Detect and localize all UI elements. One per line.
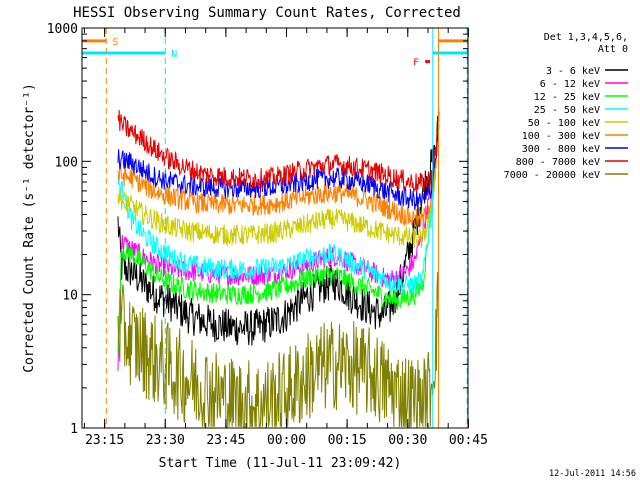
series-line-25-50kev (117, 118, 440, 295)
legend: Det 1,3,4,5,6,Att 0 3 - 6 keV 6 - 12 keV 12… (504, 32, 628, 181)
annotation-label-f: F (413, 58, 419, 69)
series-line-100-300kev (117, 107, 440, 228)
x-tick-label: 23:45 (206, 433, 245, 448)
y-tick-label: 1 (70, 422, 78, 437)
y-tick-label: 10 (62, 289, 78, 304)
series-line-12-25kev (117, 114, 440, 354)
x-tick-label: 00:45 (449, 433, 488, 448)
legend-label-3-6kev: 3 - 6 keV (546, 66, 600, 77)
x-tick-label: 00:30 (388, 433, 427, 448)
legend-label-6-12kev: 6 - 12 keV (540, 79, 600, 90)
legend-label-12-25kev: 12 - 25 keV (534, 92, 600, 103)
legend-title-line: Det 1,3,4,5,6, (544, 32, 628, 43)
x-tick-label: 23:30 (146, 433, 185, 448)
x-tick-label: 00:00 (267, 433, 306, 448)
plot-area: S N F 1 10 100 1000 23:15 23:30 23:45 00:00 00:15 0… (47, 22, 488, 448)
chart-title: HESSI Observing Summary Count Rates, Cor… (73, 5, 461, 21)
legend-title-line: Att 0 (598, 44, 628, 55)
y-tick-label: 100 (55, 155, 78, 170)
legend-label-7000-20000kev: 7000 - 20000 keV (504, 170, 600, 181)
legend-label-50-100kev: 50 - 100 keV (528, 118, 600, 129)
series-line-800-7000kev (117, 110, 440, 194)
plot-frame (81, 27, 469, 429)
series-line-300-800kev (117, 116, 440, 211)
series-group (117, 107, 440, 428)
series-line-6-12kev (117, 124, 440, 372)
x-tick-label: 00:15 (328, 433, 367, 448)
annotations: S N F (82, 28, 468, 428)
annotation-label-s: S (112, 37, 118, 48)
legend-label-300-800kev: 300 - 800 keV (522, 144, 600, 155)
series-line-3-6kev (117, 111, 440, 346)
legend-label-100-300kev: 100 - 300 keV (522, 131, 600, 142)
x-axis-label: Start Time (11-Jul-11 23:09:42) (159, 456, 402, 471)
annotation-label-n: N (171, 49, 177, 60)
y-axis-label: Corrected Count Rate (s⁻¹ detector⁻¹) (22, 83, 37, 373)
legend-label-800-7000kev: 800 - 7000 keV (516, 157, 600, 168)
series-line-50-100kev (117, 116, 440, 249)
y-tick-label: 1000 (47, 22, 78, 37)
legend-label-25-50kev: 25 - 50 keV (534, 105, 600, 116)
footer-date: 12-Jul-2011 14:56 (549, 469, 636, 479)
series-line-7000-20000kev (117, 271, 440, 428)
plot-content: S N F (82, 28, 468, 428)
x-tick-label: 23:15 (85, 433, 124, 448)
axes: 1 10 100 1000 23:15 23:30 23:45 00:00 00:15 00:30… (47, 22, 488, 448)
